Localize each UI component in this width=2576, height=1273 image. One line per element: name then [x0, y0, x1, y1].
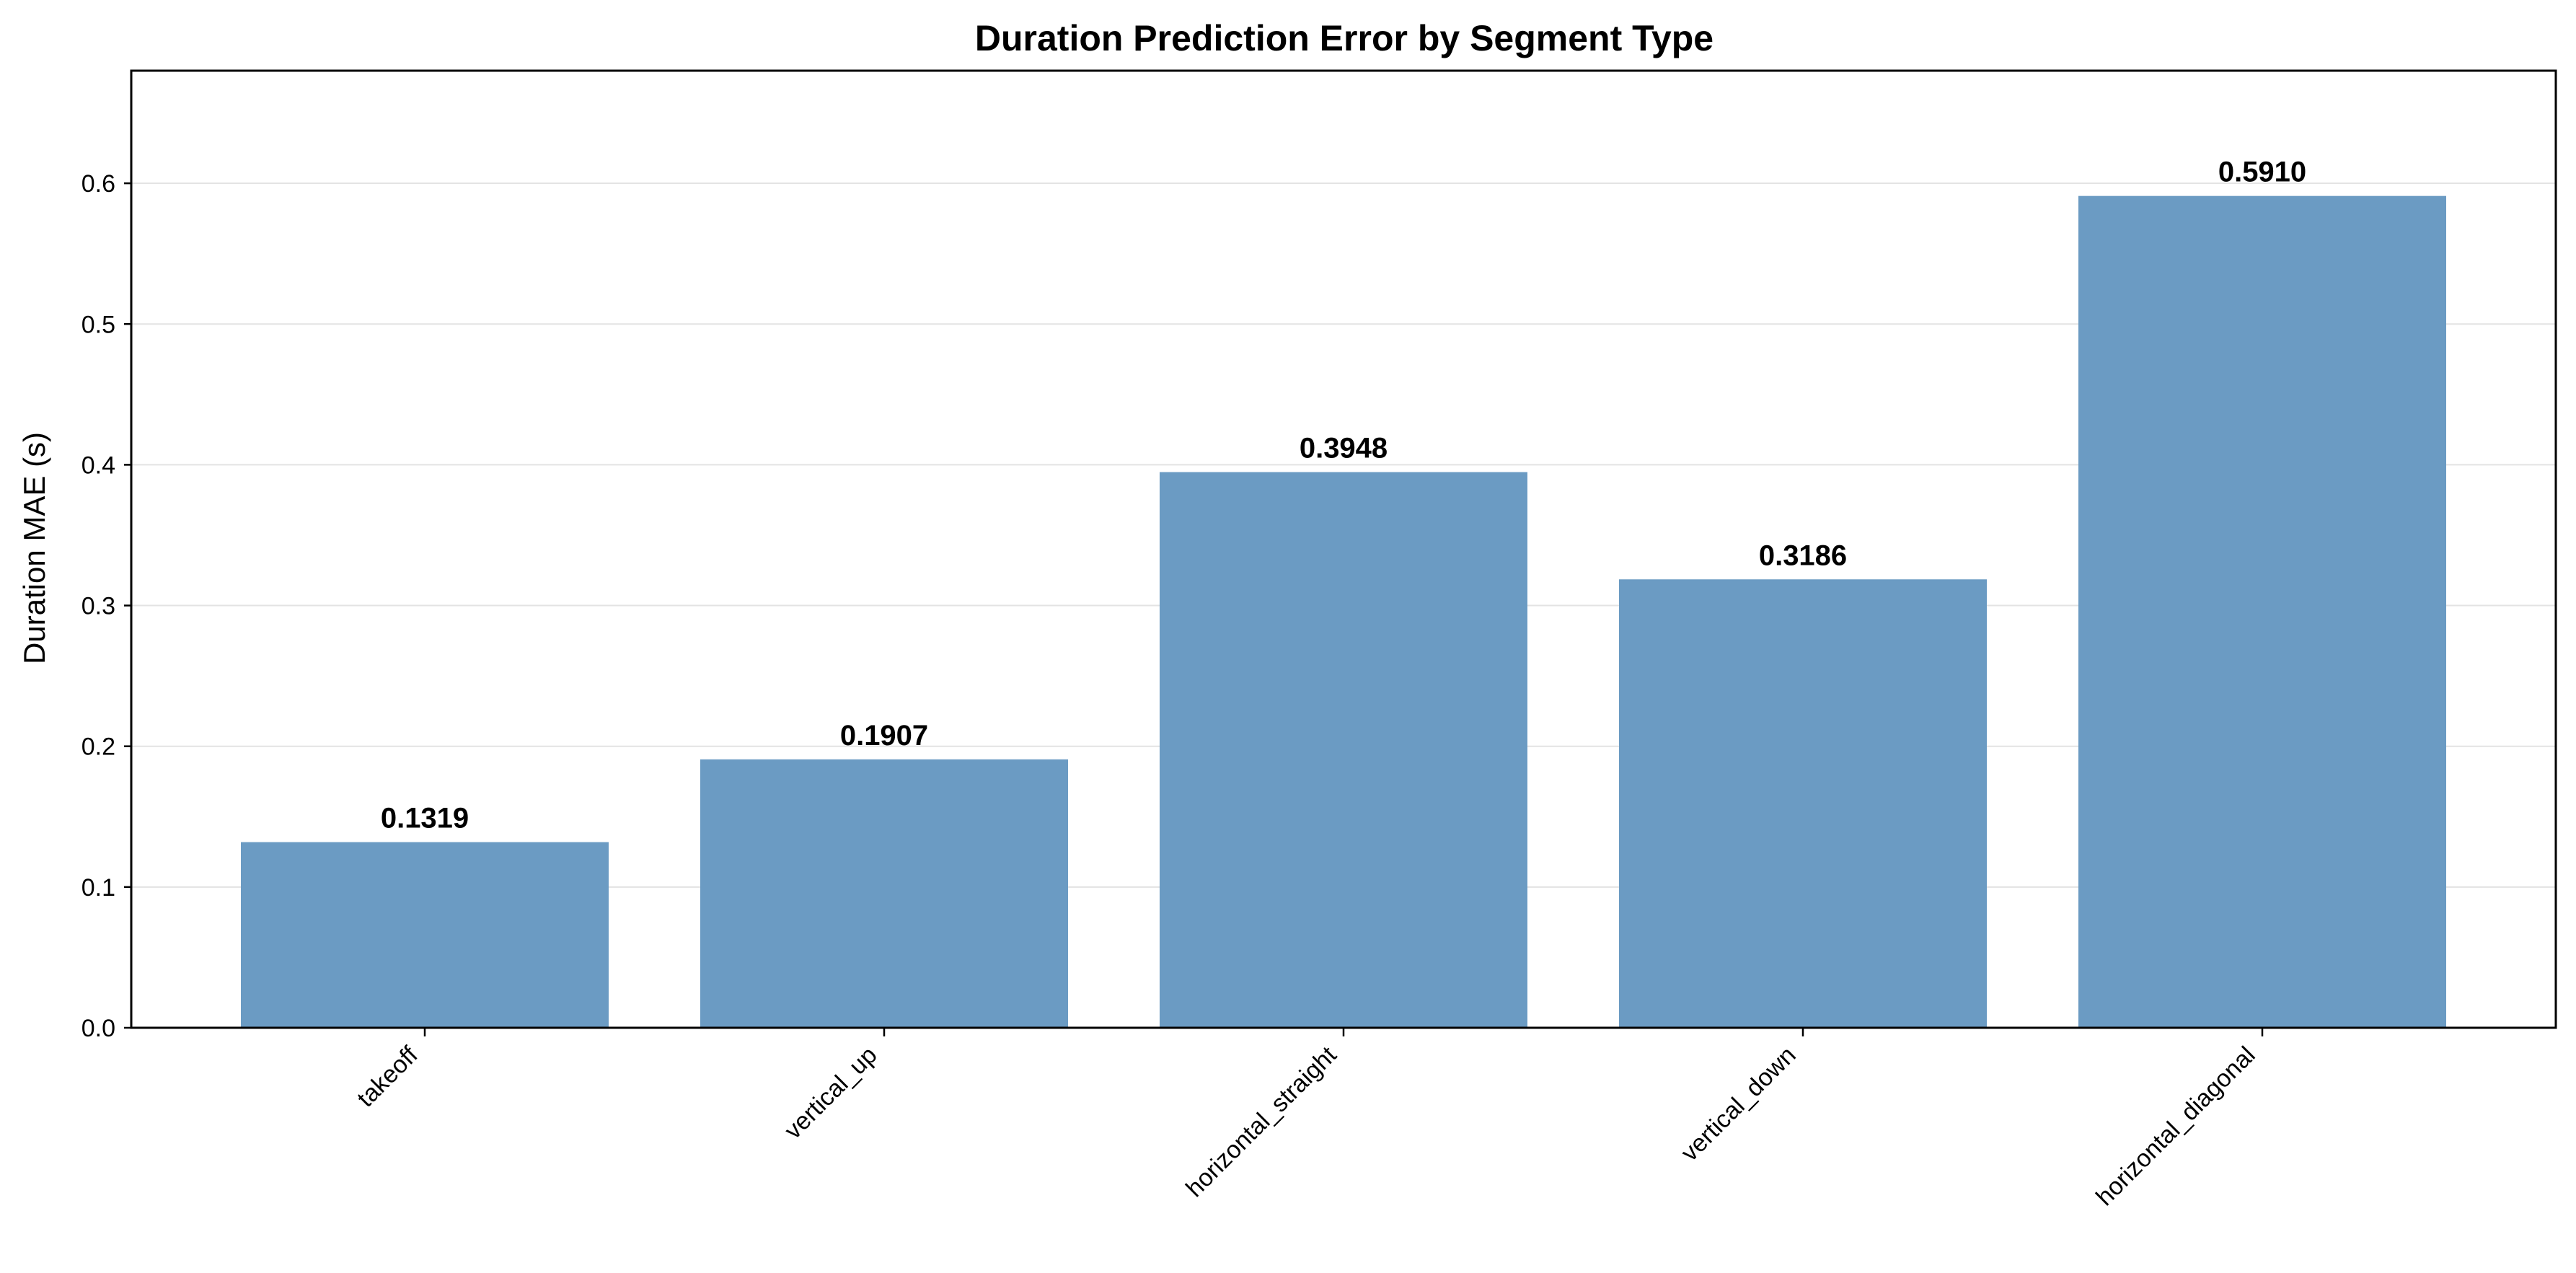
plot-frame — [130, 69, 2557, 1029]
bars — [241, 195, 2446, 1028]
y-tick-label: 0.1 — [81, 874, 115, 902]
y-tick-label: 0.4 — [81, 452, 115, 479]
x-tick-label: horizontal_diagonal — [2091, 1041, 2260, 1211]
bar-horizontal-straight — [1160, 472, 1527, 1028]
chart-title: Duration Prediction Error by Segment Typ… — [975, 18, 1713, 58]
bar-vertical-up — [700, 759, 1068, 1028]
y-axis: 0.0 0.1 0.2 0.3 0.4 0.5 0.6 — [81, 170, 131, 1042]
bar-horizontal-diagonal — [2078, 195, 2446, 1028]
x-tick-label: vertical_down — [1676, 1041, 1801, 1167]
bar-vertical-down — [1619, 579, 1987, 1028]
y-tick-label: 0.3 — [81, 593, 115, 620]
data-label-takeoff: 0.1319 — [381, 803, 469, 834]
x-tick-label: takeoff — [352, 1041, 423, 1112]
data-label-vertical-down: 0.3186 — [1759, 539, 1847, 571]
bar-takeoff — [241, 842, 609, 1028]
data-labels: 0.1319 0.1907 0.3948 0.3186 0.5910 — [381, 157, 2306, 834]
x-tick-label: horizontal_straight — [1181, 1041, 1342, 1202]
x-tick-label: vertical_up — [780, 1041, 883, 1145]
y-tick-label: 0.6 — [81, 170, 115, 198]
data-label-horizontal-diagonal: 0.5910 — [2218, 157, 2306, 188]
data-label-vertical-up: 0.1907 — [840, 720, 928, 752]
x-axis: takeoff vertical_up horizontal_straight ver… — [352, 1028, 2264, 1211]
y-tick-label: 0.2 — [81, 734, 115, 761]
y-axis-label: Duration MAE (s) — [17, 432, 51, 664]
y-tick-label: 0.5 — [81, 311, 115, 338]
y-tick-label: 0.0 — [81, 1015, 115, 1042]
data-label-horizontal-straight: 0.3948 — [1300, 433, 1388, 464]
